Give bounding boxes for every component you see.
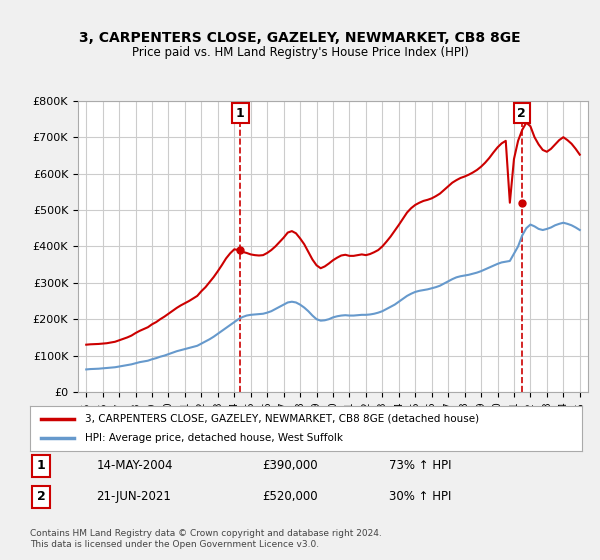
Text: 1: 1 <box>37 459 46 473</box>
Text: Contains HM Land Registry data © Crown copyright and database right 2024.
This d: Contains HM Land Registry data © Crown c… <box>30 529 382 549</box>
Text: 3, CARPENTERS CLOSE, GAZELEY, NEWMARKET, CB8 8GE (detached house): 3, CARPENTERS CLOSE, GAZELEY, NEWMARKET,… <box>85 413 479 423</box>
Text: 2: 2 <box>37 490 46 503</box>
Text: 14-MAY-2004: 14-MAY-2004 <box>96 459 173 473</box>
Text: 73% ↑ HPI: 73% ↑ HPI <box>389 459 451 473</box>
Text: 3, CARPENTERS CLOSE, GAZELEY, NEWMARKET, CB8 8GE: 3, CARPENTERS CLOSE, GAZELEY, NEWMARKET,… <box>79 31 521 45</box>
Text: 30% ↑ HPI: 30% ↑ HPI <box>389 490 451 503</box>
Text: 21-JUN-2021: 21-JUN-2021 <box>96 490 171 503</box>
Text: Price paid vs. HM Land Registry's House Price Index (HPI): Price paid vs. HM Land Registry's House … <box>131 46 469 59</box>
Text: £520,000: £520,000 <box>262 490 317 503</box>
Text: 1: 1 <box>236 106 245 120</box>
Text: 2: 2 <box>517 106 526 120</box>
Text: HPI: Average price, detached house, West Suffolk: HPI: Average price, detached house, West… <box>85 433 343 444</box>
Text: £390,000: £390,000 <box>262 459 317 473</box>
